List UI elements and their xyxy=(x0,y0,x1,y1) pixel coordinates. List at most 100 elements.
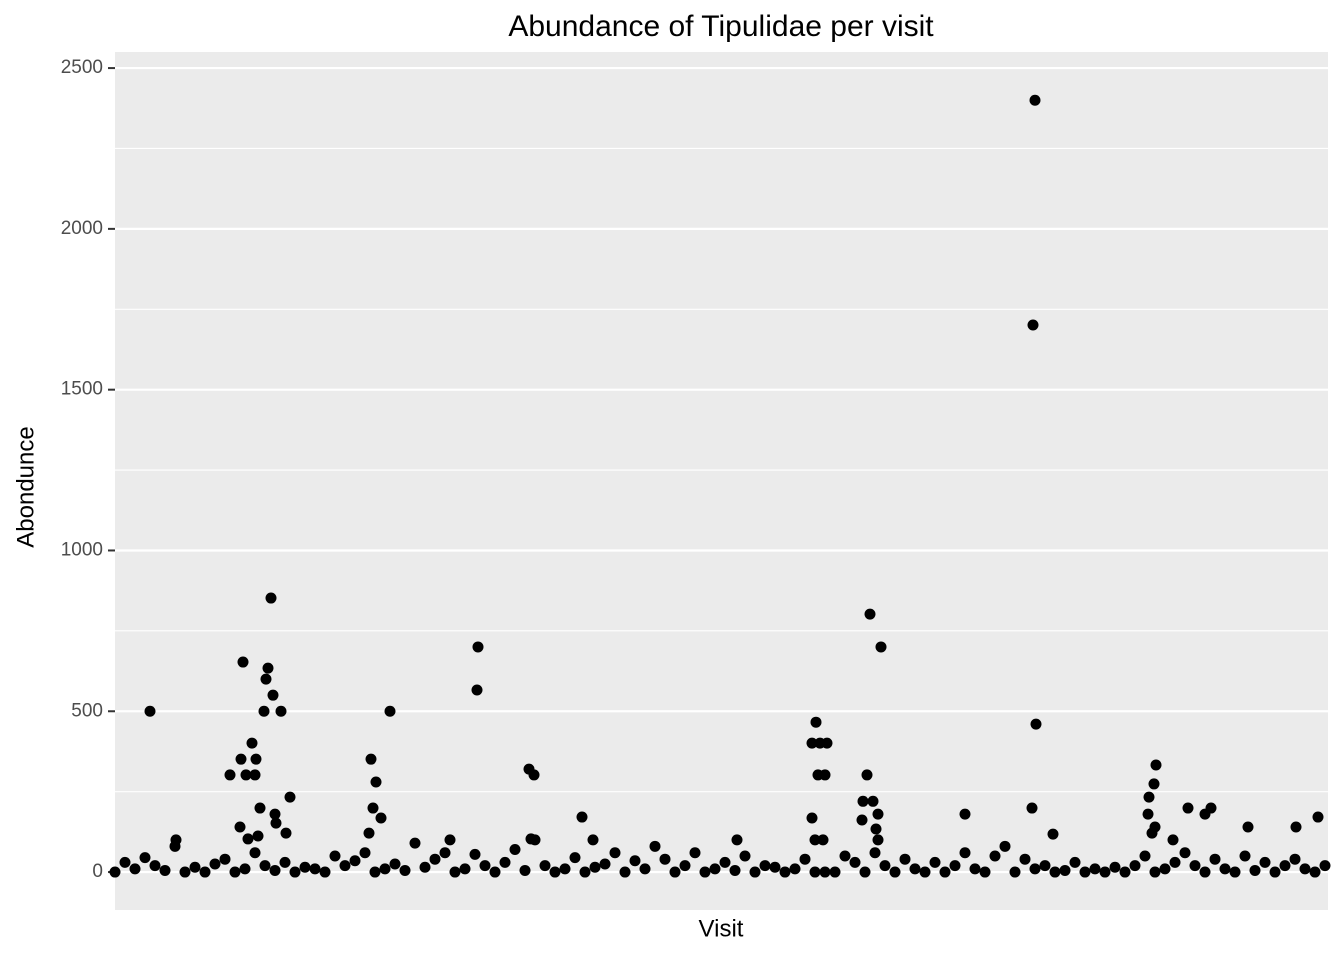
point xyxy=(234,821,246,833)
point xyxy=(149,860,161,872)
point xyxy=(1149,866,1161,878)
point xyxy=(409,837,421,849)
point xyxy=(989,850,1001,862)
point xyxy=(1205,802,1217,814)
point xyxy=(1029,863,1041,875)
point xyxy=(224,769,236,781)
y-tick-label: 500 xyxy=(71,700,103,721)
point xyxy=(279,856,291,868)
point xyxy=(789,863,801,875)
point xyxy=(309,863,321,875)
point xyxy=(444,834,456,846)
point xyxy=(472,641,484,653)
point xyxy=(1030,718,1042,730)
point xyxy=(872,834,884,846)
point xyxy=(249,769,261,781)
point xyxy=(359,847,371,859)
point xyxy=(659,853,671,865)
point xyxy=(875,641,887,653)
point xyxy=(1099,866,1111,878)
point xyxy=(559,863,571,875)
point xyxy=(1290,821,1302,833)
point xyxy=(849,856,861,868)
point xyxy=(569,852,581,864)
point xyxy=(1239,850,1251,862)
point xyxy=(265,592,277,604)
point xyxy=(365,753,377,765)
point xyxy=(169,840,181,852)
point xyxy=(899,853,911,865)
point xyxy=(499,856,511,868)
point xyxy=(609,847,621,859)
plot-panel xyxy=(115,52,1328,910)
point xyxy=(929,856,941,868)
point xyxy=(1150,759,1162,771)
point xyxy=(539,860,551,872)
point xyxy=(235,753,247,765)
point xyxy=(1189,860,1201,872)
point xyxy=(284,791,296,803)
point xyxy=(267,689,279,701)
point xyxy=(469,848,481,860)
point xyxy=(859,866,871,878)
point xyxy=(229,866,241,878)
point xyxy=(109,866,121,878)
point xyxy=(1148,778,1160,790)
point xyxy=(159,864,171,876)
point xyxy=(260,673,272,685)
point xyxy=(479,860,491,872)
point xyxy=(719,856,731,868)
point xyxy=(699,866,711,878)
point xyxy=(252,830,264,842)
point xyxy=(1089,863,1101,875)
point xyxy=(817,834,829,846)
point xyxy=(375,812,387,824)
point xyxy=(1159,863,1171,875)
point xyxy=(139,852,151,864)
point xyxy=(857,795,869,807)
chart-title: Abundance of Tipulidae per visit xyxy=(508,10,934,43)
point xyxy=(1039,860,1051,872)
point xyxy=(769,861,781,873)
point xyxy=(1199,866,1211,878)
point xyxy=(1169,856,1181,868)
point xyxy=(1026,802,1038,814)
point xyxy=(363,827,375,839)
point xyxy=(1182,802,1194,814)
point xyxy=(879,860,891,872)
point xyxy=(528,769,540,781)
point xyxy=(209,858,221,870)
point xyxy=(1312,811,1324,823)
point xyxy=(759,860,771,872)
point xyxy=(1309,866,1321,878)
point xyxy=(861,769,873,781)
point xyxy=(579,866,591,878)
point xyxy=(739,850,751,862)
point xyxy=(1229,866,1241,878)
point xyxy=(369,866,381,878)
point xyxy=(189,861,201,873)
y-tick-label: 1500 xyxy=(61,379,103,400)
point xyxy=(242,833,254,845)
point xyxy=(384,705,396,717)
point xyxy=(144,705,156,717)
point xyxy=(589,861,601,873)
point xyxy=(679,860,691,872)
point xyxy=(246,737,258,749)
point xyxy=(1009,866,1021,878)
point xyxy=(870,823,882,835)
point xyxy=(1259,856,1271,868)
point xyxy=(829,866,841,878)
point xyxy=(939,866,951,878)
point xyxy=(269,808,281,820)
point xyxy=(1289,853,1301,865)
point xyxy=(729,864,741,876)
point xyxy=(1167,834,1179,846)
point xyxy=(819,866,831,878)
point xyxy=(389,858,401,870)
point xyxy=(639,863,651,875)
point xyxy=(199,866,211,878)
point xyxy=(810,716,822,728)
y-tick-label: 2000 xyxy=(61,218,103,239)
point xyxy=(1179,847,1191,859)
